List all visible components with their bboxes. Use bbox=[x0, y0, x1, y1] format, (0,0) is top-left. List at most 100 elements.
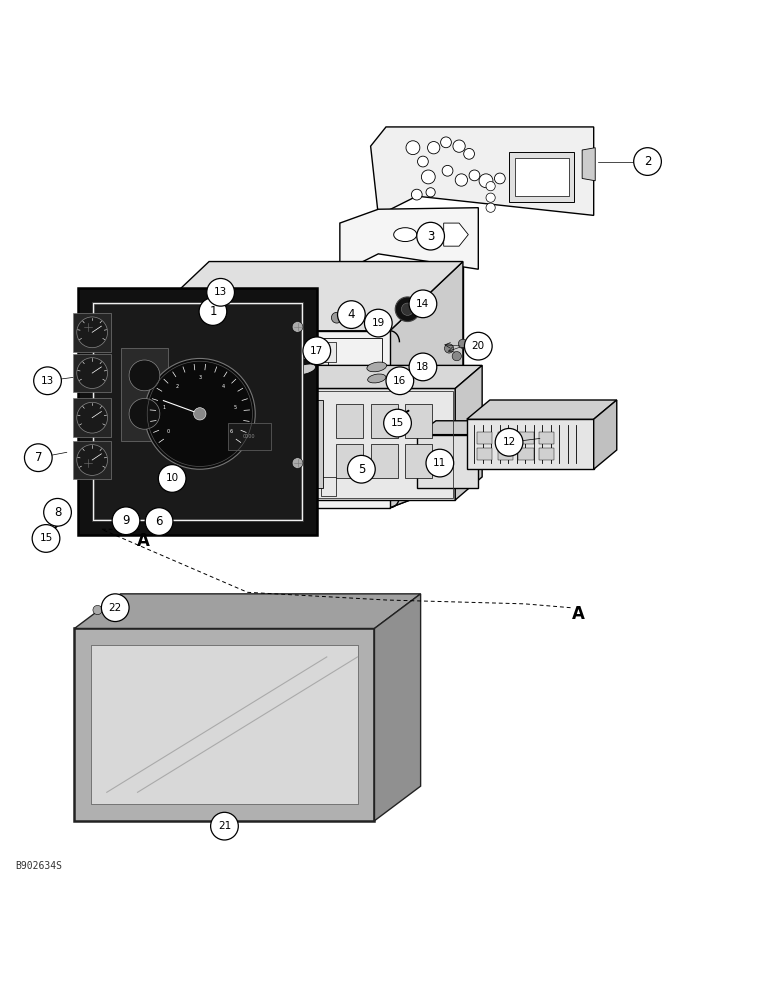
Polygon shape bbox=[209, 262, 463, 480]
Bar bbox=[229, 423, 271, 450]
Bar bbox=[144, 338, 382, 500]
Polygon shape bbox=[74, 628, 374, 821]
Bar bbox=[477, 432, 493, 444]
Circle shape bbox=[331, 312, 342, 323]
Bar bbox=[221, 477, 236, 496]
Bar bbox=[336, 444, 363, 478]
Text: 10: 10 bbox=[165, 473, 179, 483]
Bar bbox=[336, 404, 363, 438]
Circle shape bbox=[384, 409, 411, 437]
Circle shape bbox=[199, 298, 227, 325]
Circle shape bbox=[418, 156, 428, 167]
Circle shape bbox=[422, 170, 435, 184]
Circle shape bbox=[426, 449, 454, 477]
Ellipse shape bbox=[367, 374, 386, 383]
Text: 15: 15 bbox=[39, 533, 52, 543]
Text: 15: 15 bbox=[391, 418, 405, 428]
Bar bbox=[320, 342, 336, 362]
Bar bbox=[73, 398, 111, 437]
Circle shape bbox=[211, 812, 239, 840]
Circle shape bbox=[76, 402, 107, 433]
Circle shape bbox=[207, 278, 235, 306]
Polygon shape bbox=[92, 302, 303, 521]
Bar bbox=[539, 432, 554, 444]
Circle shape bbox=[634, 148, 662, 175]
Text: 13: 13 bbox=[214, 287, 227, 297]
Text: B902634S: B902634S bbox=[15, 861, 63, 871]
Polygon shape bbox=[582, 148, 595, 181]
Circle shape bbox=[494, 173, 505, 184]
Circle shape bbox=[459, 339, 468, 348]
Circle shape bbox=[32, 525, 60, 552]
Polygon shape bbox=[417, 435, 479, 488]
Circle shape bbox=[129, 360, 160, 391]
Text: 4: 4 bbox=[222, 384, 225, 389]
Text: A: A bbox=[137, 532, 150, 550]
Polygon shape bbox=[136, 480, 463, 508]
Ellipse shape bbox=[295, 364, 316, 374]
Circle shape bbox=[486, 182, 495, 191]
Circle shape bbox=[406, 141, 420, 155]
Text: 2: 2 bbox=[644, 155, 652, 168]
Polygon shape bbox=[271, 365, 482, 388]
Text: 14: 14 bbox=[416, 299, 429, 309]
Circle shape bbox=[395, 297, 420, 322]
Bar bbox=[539, 448, 554, 460]
Text: 0000: 0000 bbox=[243, 434, 256, 439]
Circle shape bbox=[144, 358, 256, 469]
Text: 20: 20 bbox=[472, 341, 485, 351]
Bar bbox=[73, 313, 111, 352]
Bar bbox=[221, 342, 236, 362]
Circle shape bbox=[441, 137, 452, 148]
Ellipse shape bbox=[367, 362, 387, 372]
Circle shape bbox=[76, 445, 107, 475]
Bar bbox=[515, 158, 569, 196]
Circle shape bbox=[158, 465, 186, 492]
Text: 21: 21 bbox=[218, 821, 231, 831]
Bar bbox=[171, 342, 186, 362]
Text: 16: 16 bbox=[393, 376, 407, 386]
Bar bbox=[73, 354, 111, 392]
Text: 5: 5 bbox=[357, 463, 365, 476]
Ellipse shape bbox=[394, 369, 409, 377]
Polygon shape bbox=[74, 594, 421, 628]
Bar bbox=[518, 448, 533, 460]
Circle shape bbox=[452, 352, 462, 361]
Circle shape bbox=[44, 498, 71, 526]
Bar bbox=[371, 404, 398, 438]
Polygon shape bbox=[340, 208, 479, 273]
Circle shape bbox=[93, 605, 102, 615]
Text: 8: 8 bbox=[54, 506, 61, 519]
Polygon shape bbox=[417, 421, 497, 435]
Bar bbox=[509, 152, 574, 202]
Circle shape bbox=[145, 508, 173, 535]
Text: 22: 22 bbox=[109, 603, 122, 613]
Circle shape bbox=[385, 417, 394, 426]
Circle shape bbox=[453, 140, 466, 152]
Circle shape bbox=[366, 319, 380, 333]
Circle shape bbox=[42, 532, 51, 542]
Circle shape bbox=[364, 309, 392, 337]
Text: 0: 0 bbox=[167, 429, 171, 434]
Bar bbox=[121, 348, 168, 441]
Text: 11: 11 bbox=[433, 458, 446, 468]
Text: 18: 18 bbox=[416, 362, 429, 372]
Circle shape bbox=[83, 458, 93, 468]
Circle shape bbox=[455, 174, 468, 186]
Text: 1: 1 bbox=[163, 405, 166, 410]
Circle shape bbox=[445, 344, 454, 353]
Polygon shape bbox=[467, 400, 617, 419]
Bar bbox=[171, 477, 186, 496]
Polygon shape bbox=[225, 273, 448, 468]
Polygon shape bbox=[444, 223, 469, 246]
Text: 12: 12 bbox=[503, 437, 516, 447]
Text: 19: 19 bbox=[371, 318, 385, 328]
Polygon shape bbox=[271, 388, 455, 500]
Text: 17: 17 bbox=[310, 346, 323, 356]
Circle shape bbox=[465, 332, 493, 360]
Circle shape bbox=[495, 428, 523, 456]
Bar bbox=[271, 342, 286, 362]
Bar bbox=[271, 477, 286, 496]
Text: 1: 1 bbox=[209, 305, 217, 318]
Polygon shape bbox=[136, 262, 463, 331]
